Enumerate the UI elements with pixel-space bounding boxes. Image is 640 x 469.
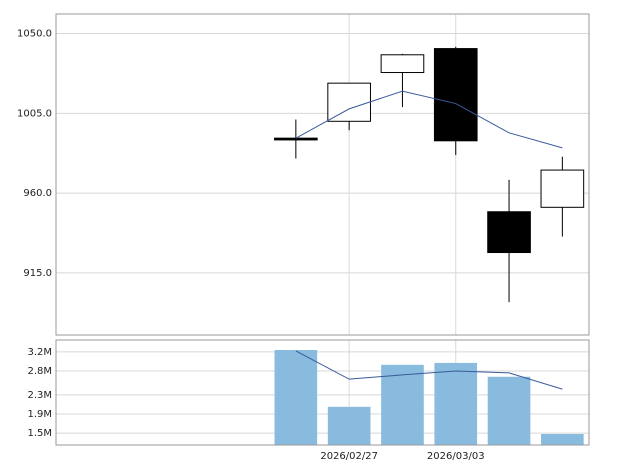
candle-body	[487, 211, 531, 254]
candle-body	[540, 169, 585, 208]
y-tick-label: 960.0	[23, 188, 52, 199]
y-tick-label: 1.5M	[27, 428, 52, 439]
moving-average-line	[295, 350, 563, 390]
volume-bar	[434, 362, 478, 445]
volume-bar	[381, 364, 424, 445]
y-tick-label: 3.2M	[27, 347, 52, 358]
y-tick-label: 1.9M	[27, 409, 52, 420]
moving-average-line	[295, 90, 563, 149]
candle-body	[274, 137, 318, 141]
y-tick-label: 915.0	[23, 268, 52, 279]
y-tick-label: 1050.0	[17, 29, 52, 40]
candle-body	[327, 82, 371, 122]
volume-bar	[327, 406, 371, 445]
volume-bar	[487, 376, 531, 445]
volume-bar	[274, 350, 318, 445]
y-tick-label: 1005.0	[17, 108, 52, 119]
x-tick-label: 2026/02/27	[320, 451, 378, 462]
volume-bar	[541, 434, 584, 445]
y-tick-label: 2.3M	[27, 390, 52, 401]
x-tick-label: 2026/03/03	[427, 451, 485, 462]
plot-background	[56, 14, 589, 335]
candle-body	[380, 54, 425, 74]
y-tick-label: 2.8M	[27, 366, 52, 377]
plot-frame	[55, 339, 590, 446]
candle-body	[433, 48, 478, 142]
plot-frame	[55, 13, 590, 336]
